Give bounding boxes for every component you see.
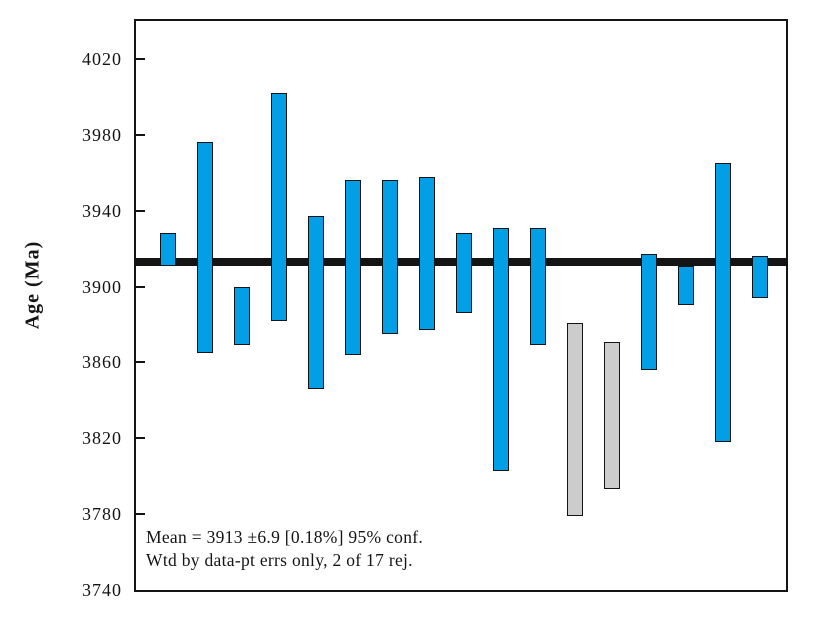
error-bar-rejected <box>604 341 621 490</box>
y-tick-mark <box>136 209 145 212</box>
error-bar <box>418 176 435 331</box>
y-tick-label: 3900 <box>82 276 122 297</box>
plot-area: Mean = 3913 ±6.9 [0.18%] 95% conf. Wtd b… <box>134 19 788 592</box>
y-tick-mark <box>136 133 145 136</box>
error-bar <box>381 180 398 334</box>
error-bar-rejected <box>567 322 584 517</box>
error-bar <box>752 256 769 298</box>
error-bar <box>196 142 213 353</box>
error-bar <box>307 216 324 389</box>
error-bar <box>455 233 472 314</box>
error-bar <box>530 227 546 346</box>
y-tick-mark <box>136 285 145 288</box>
error-bar <box>492 227 509 471</box>
y-tick-mark <box>136 513 145 516</box>
error-bar <box>678 265 695 306</box>
y-tick-mark <box>136 361 145 364</box>
y-tick-label: 3980 <box>82 124 122 145</box>
weighting-text: Wtd by data-pt errs only, 2 of 17 rej. <box>146 550 413 570</box>
error-bar <box>344 180 361 355</box>
stats-annotation: Mean = 3913 ±6.9 [0.18%] 95% conf. Wtd b… <box>146 526 423 572</box>
error-bar <box>233 286 250 346</box>
y-tick-mark <box>136 57 145 60</box>
y-axis-title: Age (Ma) <box>21 240 44 330</box>
y-tick-label: 3940 <box>82 200 122 221</box>
mean-text: Mean = 3913 ±6.9 [0.18%] 95% conf. <box>146 527 424 547</box>
error-bar <box>641 254 658 370</box>
error-bar <box>270 93 287 321</box>
y-tick-label: 3820 <box>82 428 122 449</box>
error-bar <box>159 233 176 266</box>
y-tick-label: 3860 <box>82 352 122 373</box>
y-tick-label: 3780 <box>82 504 122 525</box>
y-tick-label: 3740 <box>82 580 122 600</box>
error-bar <box>715 163 732 443</box>
y-tick-label: 4020 <box>82 48 122 69</box>
y-tick-mark <box>136 437 145 440</box>
